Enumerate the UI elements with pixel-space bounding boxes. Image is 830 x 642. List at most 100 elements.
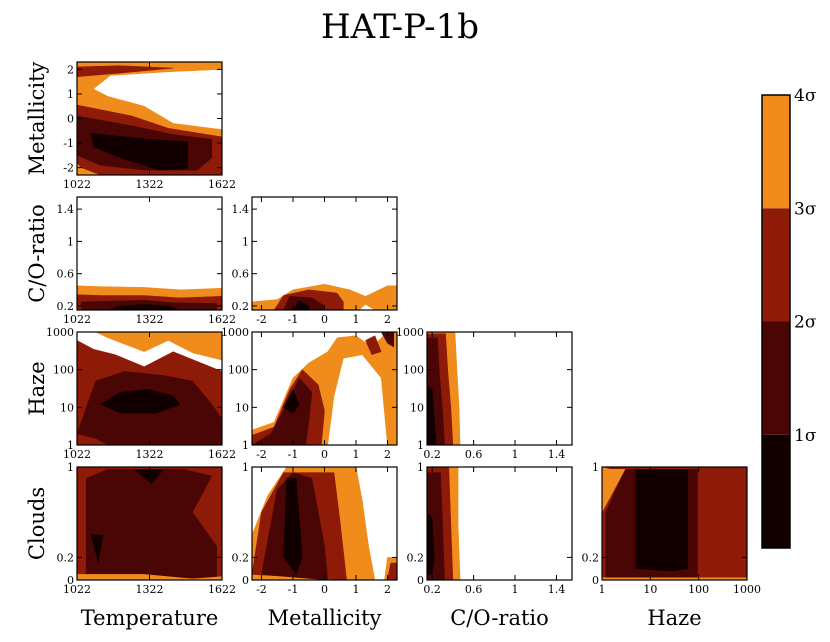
x-tick-label: 1022 [63,448,91,461]
y-tick-label: 1 [67,88,74,101]
y-axis-label-haze: Haze [25,361,49,415]
contour-1sigma-region-3 [100,389,181,414]
colorbar-label-4sigma: 4σ [794,86,817,106]
panel-c-o-ratio-vs-haze: 0.2 0.6 1 1.4 1 10 100 1000 [396,326,573,461]
colorbar-segment-1sigma [762,434,790,548]
x-tick-label: -1 [288,313,299,326]
y-tick-label: 1 [242,439,249,452]
y-tick-label: 0 [592,574,599,587]
y-tick-label: 100 [228,364,249,377]
panel-temperature-vs-c-o-ratio: 1022 1322 1622 0.2 0.6 1 1.4 [57,196,236,326]
contour-1sigma-region-3 [90,534,104,564]
y-tick-label: 10 [60,401,74,414]
x-tick-label: 1022 [63,178,91,191]
contour-1sigma-region-3 [107,304,181,310]
colorbar-label-1sigma: 1σ [794,426,817,446]
y-tick-label: 1.4 [232,203,250,216]
x-tick-label: 0.6 [465,448,483,461]
x-tick-label: 1022 [63,313,91,326]
y-tick-label: 1 [67,439,74,452]
y-tick-label: -2 [63,162,74,175]
colorbar-segment-4sigma [762,95,790,209]
y-tick-label: 0.2 [57,551,75,564]
y-tick-label: 1 [242,235,249,248]
x-tick-label: 1022 [63,583,91,596]
x-tick-label: 100 [688,583,709,596]
panel-metallicity-vs-c-o-ratio: -2 -1 0 1 2 0.2 0.6 1 1.4 [232,196,398,326]
x-tick-label: 0 [321,313,328,326]
x-tick-label: 1.4 [548,448,566,461]
colorbar-frame [761,94,791,549]
x-tick-label: -2 [256,448,267,461]
x-tick-label: 1622 [208,583,236,596]
y-tick-label: 1 [592,461,599,474]
x-tick-label: 0 [321,583,328,596]
y-axis-label-metallicity: Metallicity [25,61,49,175]
x-tick-label: 1322 [136,313,164,326]
panel-frame [426,331,573,446]
chart-title: HAT-P-1b [321,7,479,47]
contour-1sigma-region-3 [427,384,437,445]
x-tick-label: 1622 [208,313,236,326]
x-tick-label: 2 [384,583,391,596]
y-tick-label: 1 [67,461,74,474]
x-tick-label: -2 [256,583,267,596]
x-tick-label: 1000 [733,583,761,596]
x-tick-label: -1 [288,448,299,461]
contour-3sigma-region-4 [365,335,382,356]
contour-4sigma-region-0 [77,332,222,445]
y-tick-label: 0.2 [582,551,600,564]
x-tick-label: 1 [353,448,360,461]
y-tick-label: 1000 [396,326,424,339]
y-tick-label: 10 [235,401,249,414]
contour-2sigma-region-1 [85,469,217,578]
y-tick-label: 0 [417,574,424,587]
y-tick-label: 1 [242,461,249,474]
x-tick-label: 2 [384,448,391,461]
contour-1sigma-region-4 [90,132,188,171]
y-tick-label: 0.6 [57,268,75,281]
contour-3sigma-region-4 [387,562,397,580]
x-axis-label-haze: Haze [647,606,701,630]
y-tick-label: 1 [67,235,74,248]
x-tick-label: 1322 [136,178,164,191]
y-axis-label-clouds: Clouds [25,487,49,560]
contour-2sigma-region-2 [252,377,313,445]
contour-1sigma-region-3 [283,388,300,414]
panel-temperature-vs-haze: 1022 1322 1622 1 10 100 1000 [46,326,236,461]
y-tick-label: 1 [417,461,424,474]
y-tick-label: 0 [67,113,74,126]
x-tick-label: 10 [643,583,657,596]
x-tick-label: 1 [353,313,360,326]
contour-3sigma-region-1 [77,65,174,85]
axis-labels: Temperature Metallicity C/O-ratio Haze Metal… [25,61,702,630]
contour-1sigma-region-2 [635,469,689,572]
panel-c-o-ratio-vs-clouds: 0.2 0.6 1 1.400.21 [407,461,573,596]
y-tick-label: 1000 [46,326,74,339]
panel-haze-vs-clouds: 1 10 100 1000 0 0.2 1 [582,461,762,596]
panel-metallicity-vs-clouds: -2 -1 0 1 2 0 0.2 1 [232,461,398,596]
contour-1sigma-region-3 [283,478,303,575]
x-tick-label: 0.2 [423,583,441,596]
contour-2sigma-region-5 [380,332,395,348]
x-axis-label-temperature: Temperature [81,606,219,630]
y-tick-label: 1000 [221,326,249,339]
y-tick-label: 0.2 [407,551,425,564]
panel-temperature-vs-clouds: 1022 1322 1622 0 0.2 1 [57,461,237,596]
x-tick-label: 0.6 [465,583,483,596]
y-tick-label: 2 [67,63,74,76]
x-tick-label: 1 [599,583,606,596]
x-axis-label-metallicity: Metallicity [268,606,382,630]
colorbar-segment-3sigma [762,208,790,322]
contour-1sigma-region-3 [292,299,309,310]
colorbar: 1σ 2σ 3σ 4σ [761,86,817,549]
y-tick-label: 0.6 [232,268,250,281]
x-tick-label: 0 [321,448,328,461]
panel-metallicity-vs-haze: -2 -1 0 1 2 1 10 100 1000 [221,326,398,461]
x-tick-label: 0.2 [423,448,441,461]
x-tick-label: 1622 [208,448,236,461]
y-tick-label: 0.2 [57,300,75,313]
panel-frame [601,466,748,581]
